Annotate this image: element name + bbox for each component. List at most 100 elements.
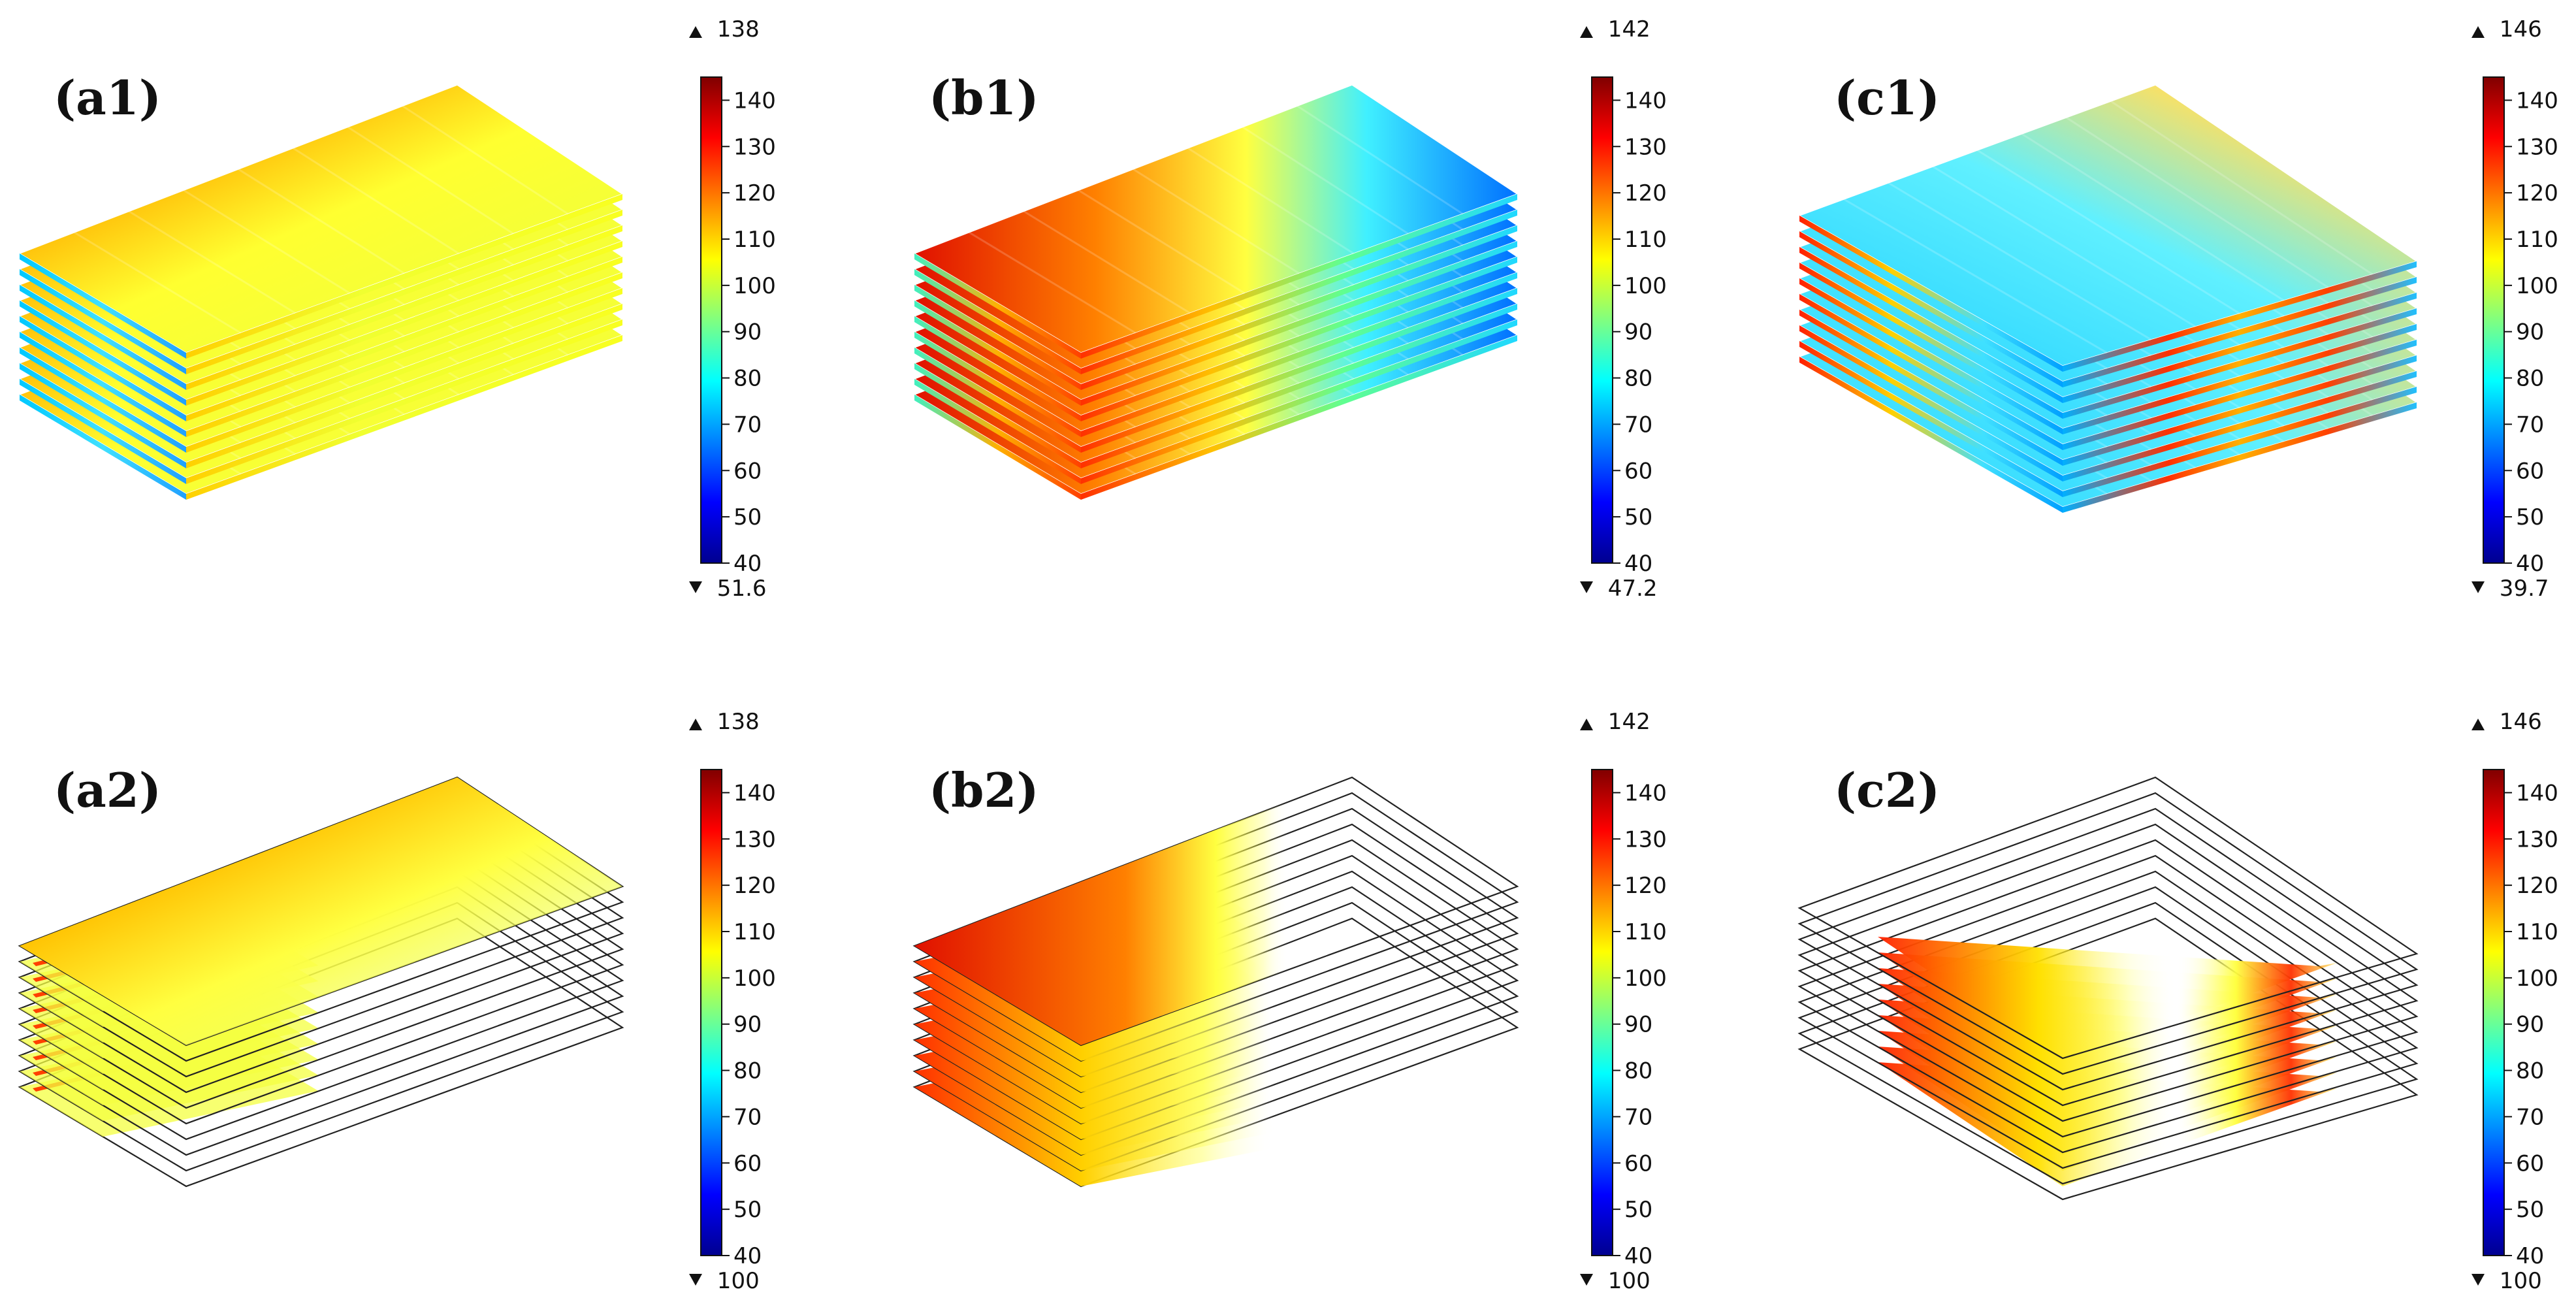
- colorbar-tick-label: 70: [733, 1104, 762, 1130]
- slab-right-edge: [186, 257, 622, 421]
- colorbar-tick-label: 40: [1624, 551, 1652, 577]
- slab-right-edge: [186, 210, 622, 374]
- slab-left-edge: [1799, 247, 2063, 403]
- colorbar-gradient: [700, 76, 722, 564]
- slab-right-edge: [2063, 293, 2417, 403]
- slab-left-edge: [914, 285, 1081, 390]
- colorbar-tick-label: 140: [733, 780, 776, 806]
- slab-layer: [913, 84, 1519, 359]
- colorbar-tick-label: 90: [1624, 1012, 1652, 1038]
- slab-right-edge: [186, 241, 622, 406]
- colorbar-tick-label: 120: [1624, 180, 1667, 206]
- slab-left-edge: [1799, 263, 2063, 419]
- slab-left-edge: [20, 379, 186, 484]
- colorbar-tick-label: 110: [1624, 919, 1667, 945]
- slab-left-edge: [1799, 294, 2063, 450]
- colorbar-tick-label: 40: [733, 551, 762, 577]
- colorbar-tick-label: 80: [1624, 1058, 1652, 1084]
- surface-streak: [292, 147, 460, 255]
- slab-left-edge: [914, 332, 1081, 437]
- colorbar-tick-label: 70: [1624, 1104, 1652, 1130]
- surface-streak: [2110, 100, 2374, 276]
- slab-outline: [1797, 776, 2419, 1060]
- slab-layer: [18, 84, 624, 359]
- colorbar-tick-label: 130: [2516, 134, 2558, 160]
- surface-streak: [968, 231, 1136, 334]
- colorbar-tick-label: 40: [2516, 1243, 2544, 1269]
- slab-left-edge: [20, 285, 186, 390]
- slab-left-edge: [914, 300, 1081, 406]
- surface-streak: [347, 126, 514, 235]
- slab-right-edge: [186, 304, 622, 468]
- colorbar-tick-label: 140: [733, 88, 776, 114]
- slab-outline: [1797, 886, 2419, 1169]
- slab-left-edge: [1799, 357, 2063, 513]
- colorbar-min-label: 47.2: [1601, 576, 1658, 602]
- colorbar: 40 50 60 70 80 90 100 110 120 130 140 142 47.2: [1580, 16, 1667, 602]
- surface-streak: [1023, 210, 1191, 314]
- colorbar-tick-label: 40: [1624, 1243, 1652, 1269]
- colorbar-max-label: 138: [710, 709, 760, 735]
- colorbar-tick-label: 90: [1624, 319, 1652, 346]
- colorbar-gradient: [2483, 76, 2505, 564]
- colorbar-tick-label: 40: [2516, 551, 2544, 577]
- colorbar-tick-label: 90: [2516, 1012, 2544, 1038]
- slab-outline: [1797, 839, 2419, 1122]
- colorbar-tick-label: 110: [2516, 919, 2558, 945]
- min-triangle-icon: [689, 581, 702, 593]
- slab-left-edge: [20, 269, 186, 374]
- layer-stack: [18, 776, 624, 1188]
- surface-streak: [73, 231, 242, 334]
- slab-layer: [1798, 84, 2418, 372]
- max-triangle-icon: [689, 719, 702, 730]
- colorbar-tick-label: 130: [733, 134, 776, 160]
- slab-left-edge: [20, 363, 186, 468]
- surface-streak: [1976, 149, 2240, 315]
- slab-left-edge: [20, 316, 186, 421]
- slab-right-edge: [2063, 355, 2417, 466]
- slab-left-edge: [20, 395, 186, 500]
- slab-right-edge: [2063, 340, 2417, 450]
- colorbar-tick-label: 120: [733, 180, 776, 206]
- colorbar-tick-label: 100: [2516, 273, 2558, 299]
- slab-right-edge: [1081, 241, 1517, 406]
- colorbar-max-label: 146: [2492, 709, 2542, 735]
- slab-right-edge: [1081, 194, 1517, 359]
- surface-streak: [1843, 198, 2108, 354]
- colorbar-max-label: 142: [1601, 16, 1650, 42]
- colorbar-tick-label: 110: [1624, 227, 1667, 253]
- slab-outline: [1797, 792, 2419, 1075]
- slab-left-edge: [1799, 278, 2063, 434]
- colorbar-tick-label: 70: [733, 412, 762, 438]
- slab-left-edge: [914, 395, 1081, 500]
- colorbar-tick-label: 120: [1624, 873, 1667, 899]
- slab-right-edge: [1081, 288, 1517, 453]
- layer-stack: [912, 776, 1519, 1188]
- slab-left-edge: [1799, 325, 2063, 481]
- min-triangle-icon: [689, 1274, 702, 1286]
- slab-right-edge: [1081, 210, 1517, 374]
- colorbar-tick-label: 90: [733, 1012, 762, 1038]
- surface-streak: [402, 105, 569, 215]
- slab-layer: [1797, 792, 2419, 1075]
- slab-outline: [1797, 823, 2419, 1107]
- slab-right-edge: [1081, 257, 1517, 421]
- colorbar-tick-label: 50: [2516, 1197, 2544, 1223]
- colorbar-tick-label: 40: [733, 1243, 762, 1269]
- min-triangle-icon: [2471, 1274, 2485, 1286]
- colorbar-tick-label: 140: [2516, 780, 2558, 806]
- colorbar-tick-label: 60: [733, 1150, 762, 1177]
- panel-c2: (c2) 40 50 60 70 80 90 100 110 120 130 140 146 100: [1797, 709, 2558, 1294]
- slab-left-edge: [914, 379, 1081, 484]
- layer-stack: [913, 84, 1519, 500]
- slab-layer: [18, 776, 624, 1047]
- colorbar-tick-label: 70: [1624, 412, 1652, 438]
- slab-right-edge: [186, 225, 622, 390]
- colorbar-tick-label: 50: [2516, 504, 2544, 530]
- colorbar-gradient: [1591, 76, 1613, 564]
- surface-streak: [1242, 126, 1409, 235]
- colorbar-tick-label: 110: [2516, 227, 2558, 253]
- hot-region: [20, 777, 622, 1045]
- colorbar: 40 50 60 70 80 90 100 110 120 130 140 138 100: [689, 709, 776, 1294]
